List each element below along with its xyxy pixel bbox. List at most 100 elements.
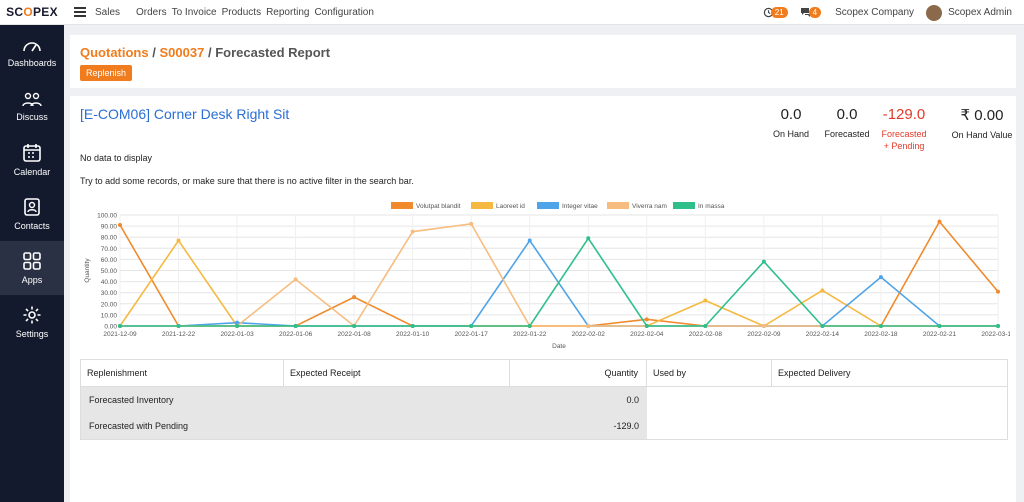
x-tick-label: 2022-02-14: [806, 331, 840, 338]
col-header-quantity: Quantity: [510, 360, 647, 386]
breadcrumb-quotations[interactable]: Quotations: [80, 45, 149, 60]
sidebar: Dashboards Discuss Calendar Contacts App…: [0, 25, 64, 502]
x-tick-label: 2022-01-17: [455, 331, 489, 338]
sidebar-item-contacts[interactable]: Contacts: [0, 187, 64, 241]
legend-swatch: [471, 202, 493, 209]
hamburger-menu-icon[interactable]: [74, 7, 86, 17]
data-point: [235, 320, 240, 325]
x-tick-label: 2022-01-08: [338, 331, 372, 338]
data-point: [761, 259, 766, 264]
y-tick-label: 80.00: [101, 235, 118, 242]
data-point: [469, 221, 474, 226]
data-point: [820, 288, 825, 293]
stat-label: On Hand Value: [951, 130, 1013, 140]
stat-on-hand[interactable]: 0.0 On Hand: [772, 106, 810, 140]
x-axis-title: Date: [552, 343, 566, 350]
col-header-quantity-label: Quantity: [604, 368, 638, 378]
stat-forecasted[interactable]: 0.0 Forecasted: [823, 106, 871, 140]
x-tick-label: 2022-01-10: [396, 331, 430, 338]
product-title-link[interactable]: [E-COM06] Corner Desk Right Sit: [80, 106, 290, 122]
nav-configuration[interactable]: Configuration: [314, 6, 374, 18]
sidebar-item-label: Apps: [21, 275, 43, 285]
user-avatar[interactable]: [926, 4, 943, 21]
logo-text-left: SC: [6, 5, 24, 19]
messages-button[interactable]: 4: [800, 7, 822, 18]
x-tick-label: 2022-02-21: [923, 331, 957, 338]
breadcrumb: Quotations / S00037 / Forecasted Report: [80, 45, 330, 60]
app-name-sales[interactable]: Sales: [95, 6, 121, 18]
activity-count-badge: 21: [770, 7, 788, 18]
discuss-icon: [22, 92, 42, 107]
breadcrumb-order[interactable]: S00037: [159, 45, 205, 60]
x-tick-label: 2022-01-22: [513, 331, 547, 338]
user-menu[interactable]: Scopex Admin: [948, 7, 1012, 18]
sidebar-item-apps[interactable]: Apps: [0, 241, 64, 295]
nav-reporting[interactable]: Reporting: [266, 6, 310, 18]
series-line: [120, 223, 998, 328]
main-nav: Sales Orders To Invoice Products Reporti…: [90, 7, 379, 18]
stat-label-line2: + Pending: [883, 141, 925, 151]
y-tick-label: 90.00: [101, 224, 118, 231]
replenishment-rows: Forecasted Inventory 0.0 Forecasted with…: [81, 387, 647, 439]
data-point: [352, 324, 357, 328]
data-point: [410, 324, 415, 328]
x-tick-label: 2022-02-02: [572, 331, 606, 338]
stat-forecasted-pending[interactable]: -129.0 Forecasted + Pending: [880, 106, 928, 152]
y-tick-label: 70.00: [101, 246, 118, 253]
sidebar-item-dashboards[interactable]: Dashboards: [0, 25, 64, 79]
x-tick-label: 2022-03-18: [981, 331, 1010, 338]
app-logo[interactable]: SC O PEX: [0, 0, 64, 25]
stat-on-hand-value[interactable]: ₹ 0.00 On Hand Value: [950, 106, 1014, 141]
legend-label: Laoreet id: [496, 203, 525, 210]
forecast-table: Replenishment Expected Receipt Quantity …: [80, 359, 1008, 440]
y-tick-label: 10.00: [101, 312, 118, 319]
col-header-expected-receipt: Expected Receipt: [284, 360, 510, 386]
activity-button[interactable]: 21: [763, 7, 788, 18]
stat-label: On Hand: [772, 129, 810, 139]
company-switcher[interactable]: Scopex Company: [835, 7, 915, 18]
sidebar-item-label: Settings: [15, 329, 49, 339]
calendar-icon: [23, 144, 41, 162]
x-tick-label: 2021-12-22: [162, 331, 196, 338]
legend-label: Volutpat blandit: [416, 203, 461, 210]
data-point: [996, 289, 1000, 294]
top-navbar: SC O PEX Sales Orders To Invoice Products …: [0, 0, 1024, 25]
data-point: [878, 275, 883, 280]
stat-label-line1: Forecasted: [881, 129, 927, 139]
data-point: [176, 324, 181, 328]
x-tick-label: 2022-01-06: [279, 331, 313, 338]
breadcrumb-current: Forecasted Report: [215, 45, 331, 60]
nav-orders[interactable]: Orders: [136, 6, 167, 18]
table-header-row: Replenishment Expected Receipt Quantity …: [81, 360, 1007, 387]
data-point: [937, 324, 942, 328]
row-label: Forecasted with Pending: [89, 421, 189, 431]
main-content: Quotations / S00037 / Forecasted Report …: [64, 25, 1024, 502]
no-data-hint: Try to add some records, or make sure th…: [80, 176, 414, 186]
row-quantity: -129.0: [613, 421, 639, 431]
data-point: [586, 236, 591, 241]
nav-to-invoice[interactable]: To Invoice: [171, 6, 217, 18]
data-point: [996, 324, 1000, 328]
x-tick-label: 2021-12-09: [103, 331, 137, 338]
sidebar-item-calendar[interactable]: Calendar: [0, 133, 64, 187]
y-axis-title: Quantity: [84, 258, 91, 283]
nav-products[interactable]: Products: [221, 6, 262, 18]
data-point: [352, 295, 357, 300]
sidebar-item-label: Contacts: [14, 221, 50, 231]
data-point: [644, 324, 649, 328]
sidebar-item-settings[interactable]: Settings: [0, 295, 64, 349]
legend-swatch: [673, 202, 695, 209]
sidebar-item-discuss[interactable]: Discuss: [0, 79, 64, 133]
data-point: [703, 298, 708, 303]
data-point: [761, 324, 766, 328]
row-label: Forecasted Inventory: [89, 395, 174, 405]
data-point: [703, 324, 708, 328]
x-tick-label: 2022-02-09: [747, 331, 781, 338]
y-tick-label: 50.00: [101, 268, 118, 275]
y-tick-label: 30.00: [101, 290, 118, 297]
data-point: [118, 324, 122, 328]
breadcrumb-separator: /: [152, 45, 156, 60]
x-tick-label: 2022-02-04: [630, 331, 664, 338]
replenish-button[interactable]: Replenish: [80, 65, 133, 81]
y-tick-label: 0.00: [104, 324, 117, 331]
